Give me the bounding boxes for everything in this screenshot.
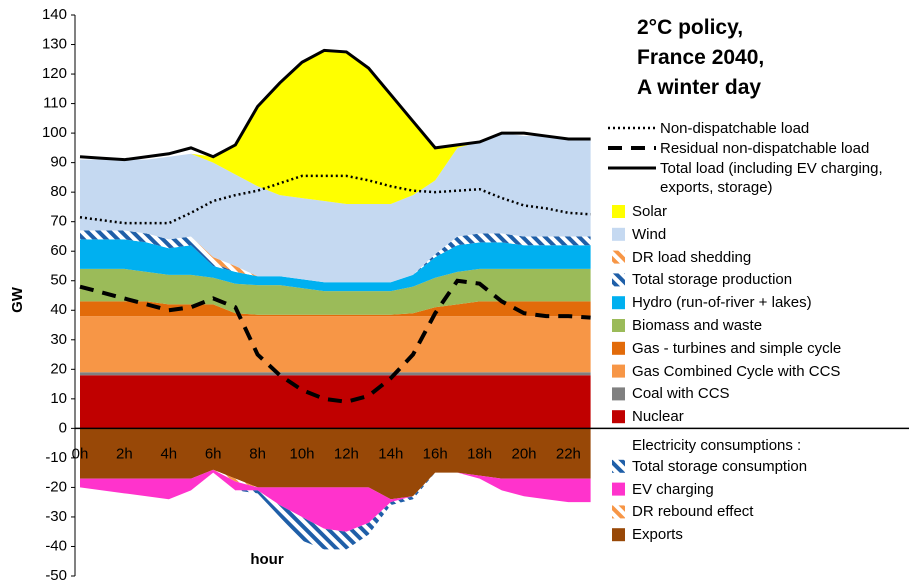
- legend-swatch: [612, 410, 625, 424]
- legend-swatch: [612, 319, 625, 332]
- x-tick-label: 4h: [160, 445, 177, 462]
- legend-label: Wind: [632, 225, 667, 243]
- legend-swatch: [612, 296, 625, 310]
- y-tick-label: -30: [45, 508, 67, 525]
- legend-label: Total storage production: [632, 271, 793, 289]
- y-axis-label: GW: [9, 286, 26, 313]
- y-tick-label: 0: [59, 419, 67, 436]
- x-tick-label: 12h: [334, 445, 359, 462]
- area: [80, 428, 591, 500]
- y-tick-label: 10: [50, 390, 67, 407]
- chart-title: 2°C policy,: [637, 16, 744, 39]
- legend-swatch: [612, 364, 625, 378]
- y-tick-label: 40: [50, 301, 67, 318]
- x-tick-label: 0h: [72, 445, 89, 462]
- legend-label: Non-dispatchable load: [660, 120, 810, 137]
- y-tick-label: -40: [45, 537, 67, 554]
- legend-swatch: [612, 459, 625, 473]
- legend-swatch: [612, 273, 625, 287]
- area: [80, 372, 591, 376]
- y-tick-label: 130: [42, 35, 67, 52]
- y-tick-label: 60: [50, 242, 67, 259]
- legend-label: DR load shedding: [632, 248, 752, 266]
- chart-title: A winter day: [637, 76, 762, 99]
- legend-label: EV charging: [632, 480, 714, 498]
- legend-swatch: [612, 505, 625, 519]
- area: [80, 316, 591, 373]
- legend-label: Coal with CCS: [632, 385, 730, 403]
- area: [80, 301, 591, 317]
- y-tick-label: 20: [50, 360, 67, 377]
- x-tick-label: 14h: [378, 445, 403, 462]
- x-tick-label: 2h: [116, 445, 133, 462]
- y-tick-label: 120: [42, 65, 67, 82]
- legend-label: Nuclear: [632, 408, 684, 426]
- x-tick-label: 22h: [556, 445, 581, 462]
- area: [80, 239, 591, 292]
- y-tick-label: 110: [43, 95, 67, 112]
- y-tick-label: 30: [50, 331, 67, 348]
- x-tick-label: 16h: [423, 445, 448, 462]
- area: [80, 133, 591, 283]
- y-tick-label: 50: [50, 272, 67, 289]
- area: [80, 230, 591, 283]
- legend-swatch: [612, 482, 625, 496]
- x-tick-label: 8h: [249, 445, 266, 462]
- y-tick-label: 70: [50, 213, 67, 230]
- area: [80, 469, 591, 532]
- x-axis-label: hour: [250, 551, 283, 568]
- legend-label: Hydro (run-of-river + lakes): [632, 294, 812, 312]
- y-tick-label: -20: [45, 478, 67, 495]
- y-tick-label: 140: [42, 6, 67, 23]
- y-tick-label: -10: [45, 449, 67, 466]
- legend-label: Solar: [632, 203, 668, 220]
- legend-swatch: [612, 205, 625, 218]
- x-tick-label: 18h: [467, 445, 492, 462]
- x-tick-label: 10h: [289, 445, 314, 462]
- legend-swatch: [612, 227, 625, 241]
- legend-label: Residual non-dispatchable load: [660, 140, 870, 157]
- line: [79, 174, 591, 225]
- legend-swatch: [612, 387, 625, 401]
- y-tick-label: 90: [50, 154, 67, 171]
- y-tick-label: -50: [45, 567, 67, 583]
- x-tick-label: 20h: [511, 445, 536, 462]
- line: [79, 48, 591, 162]
- legend-label: Biomass and waste: [632, 317, 763, 334]
- x-tick-label: 6h: [205, 445, 222, 462]
- legend-swatch: [612, 528, 625, 542]
- y-tick-label: 80: [50, 183, 67, 200]
- legend-label: Exports: [632, 526, 683, 544]
- line: [79, 278, 591, 404]
- legend-heading: Electricity consumptions :: [632, 437, 802, 454]
- y-tick-label: 100: [42, 124, 67, 141]
- area: [80, 472, 591, 550]
- legend-label: Total storage consumption: [632, 457, 808, 475]
- legend-label: Gas - turbines and simple cycle: [632, 339, 842, 357]
- legend-label: DR rebound effect: [632, 503, 754, 521]
- chart-title: France 2040,: [637, 46, 765, 69]
- area: [80, 50, 591, 204]
- legend-swatch: [612, 250, 625, 264]
- legend-swatch: [612, 341, 625, 355]
- legend-label: Gas Combined Cycle with CCS: [632, 362, 841, 380]
- legend-label: Total load (including EV charging, expor…: [660, 160, 883, 196]
